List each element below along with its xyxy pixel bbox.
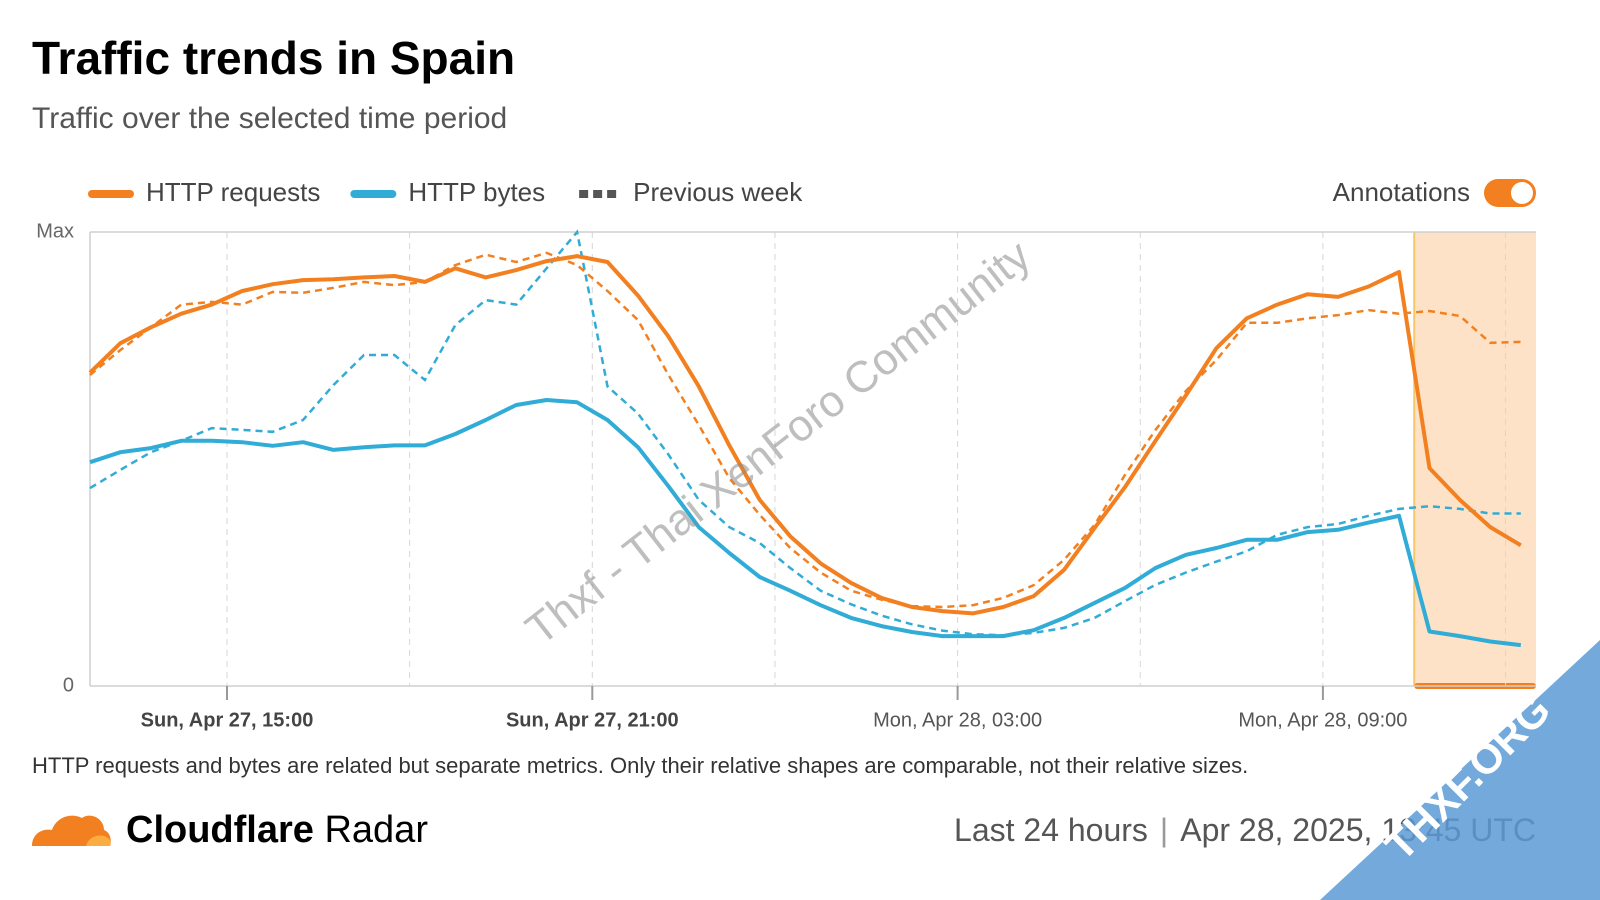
y-tick-label: Max bbox=[36, 220, 74, 242]
series-line bbox=[89, 398, 1522, 648]
legend: HTTP requests HTTP bytes Previous week bbox=[88, 177, 803, 207]
logo-cloud-small bbox=[86, 835, 111, 846]
previous-week-line bbox=[89, 229, 1521, 637]
note: HTTP requests and bytes are related but … bbox=[32, 753, 1248, 778]
separator: | bbox=[1160, 812, 1168, 848]
x-tick-label: Sun, Apr 27, 15:00 bbox=[141, 709, 314, 731]
series-line bbox=[88, 254, 1522, 616]
brand-rest: Radar bbox=[324, 809, 428, 851]
brand: Cloudflare Radar bbox=[126, 809, 428, 851]
previous-week-line bbox=[89, 251, 1521, 609]
badge-corner bbox=[1320, 640, 1600, 900]
legend-label: HTTP bytes bbox=[408, 177, 545, 207]
x-tick-label: Mon, Apr 28, 03:00 bbox=[873, 709, 1042, 731]
plot: 0 Max Sun, Apr 27, 15:00 Sun, Apr 27, 21:00… bbox=[36, 220, 1536, 731]
subtitle: Traffic over the selected time period bbox=[32, 102, 507, 135]
toggle-knob bbox=[1511, 182, 1533, 204]
y-tick-label: 0 bbox=[63, 674, 74, 696]
annotation-band bbox=[1414, 232, 1536, 686]
brand-bold: Cloudflare bbox=[126, 809, 314, 851]
watermark: Thxf - Thai XenForo Community bbox=[517, 231, 1040, 655]
x-tick-label: Sun, Apr 27, 21:00 bbox=[506, 709, 679, 731]
title: Traffic trends in Spain bbox=[32, 32, 515, 84]
annotations-label: Annotations bbox=[1333, 177, 1470, 207]
annotations-toggle[interactable] bbox=[1484, 179, 1536, 207]
logo bbox=[32, 815, 111, 846]
period: Last 24 hours bbox=[954, 812, 1148, 848]
legend-label: HTTP requests bbox=[146, 177, 320, 207]
x-tick-label: Mon, Apr 28, 09:00 bbox=[1238, 709, 1407, 731]
legend-label: Previous week bbox=[633, 177, 803, 207]
